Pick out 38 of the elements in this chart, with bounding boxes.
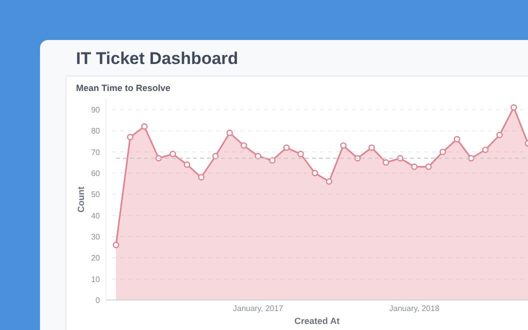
point <box>184 161 190 168</box>
x-axis-title: Created At <box>294 316 340 326</box>
point <box>368 144 375 151</box>
point <box>226 130 233 136</box>
point <box>240 142 248 149</box>
point <box>340 142 347 149</box>
point <box>127 134 134 140</box>
y-tick-label: 70 <box>91 148 101 157</box>
y-tick-label: 30 <box>91 232 101 242</box>
point <box>440 148 446 156</box>
y-tick-label: 0 <box>96 296 101 305</box>
point <box>454 136 460 142</box>
point <box>112 242 120 248</box>
y-tick-label: 60 <box>91 169 101 178</box>
y-tick-label: 50 <box>91 190 101 200</box>
y-tick-label: 80 <box>91 126 101 136</box>
point <box>425 164 432 170</box>
y-axis-title: Count <box>76 186 86 212</box>
point <box>411 164 418 170</box>
y-tick-label: 20 <box>91 254 101 263</box>
point <box>198 174 204 180</box>
point <box>283 144 290 151</box>
chart-title: IT Ticket Dashboard <box>76 49 238 68</box>
chart-subtitle: Mean Time to Resolve <box>76 83 170 93</box>
point <box>141 123 148 130</box>
y-tick-label: 90 <box>91 106 101 115</box>
point <box>510 104 517 111</box>
point <box>312 170 318 176</box>
point <box>326 178 332 185</box>
point <box>170 150 176 158</box>
y-tick-label: 40 <box>91 211 101 220</box>
point <box>382 159 390 166</box>
x-tick-label: January, 2018 <box>389 304 440 313</box>
y-tick-label: 10 <box>91 274 101 284</box>
point <box>482 146 489 153</box>
point <box>496 132 503 138</box>
point <box>297 150 304 158</box>
x-tick-label: January, 2017 <box>233 304 284 313</box>
